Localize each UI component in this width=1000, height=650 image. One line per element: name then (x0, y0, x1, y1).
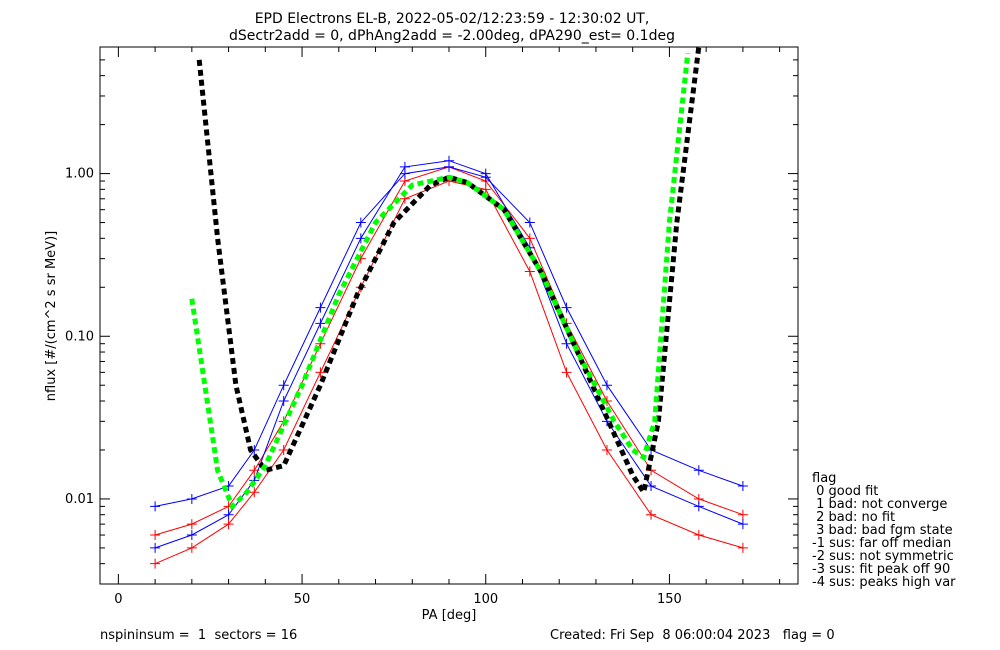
data-point-blue (693, 501, 704, 512)
x-tick-label: 150 (657, 592, 682, 607)
data-point-red (561, 367, 572, 378)
series-line-red (154, 166, 744, 536)
data-point-red (737, 509, 748, 520)
data-point-blue (646, 481, 657, 492)
legend-item: 1 bad: not converge (812, 497, 947, 512)
data-point-blue (315, 302, 326, 313)
data-point-blue (186, 493, 197, 504)
data-point-blue (355, 217, 366, 228)
legend-item: -2 sus: not symmetric (812, 549, 954, 564)
data-point-red (480, 184, 491, 195)
fit-curve-green (189, 52, 691, 511)
data-point-blue (223, 509, 234, 520)
legend-item: -4 sus: peaks high var (812, 575, 956, 590)
data-point-red (646, 509, 657, 520)
data-point-blue (150, 501, 161, 512)
x-tick-label: 100 (473, 592, 498, 607)
x-tick-label: 0 (114, 592, 122, 607)
data-point-blue (693, 465, 704, 476)
x-tick-label: 50 (294, 592, 311, 607)
x-axis-label: PA [deg] (422, 608, 477, 623)
data-point-red (150, 530, 161, 541)
data-point-red (315, 367, 326, 378)
data-point-blue (399, 168, 410, 179)
chart-title-line1: EPD Electrons EL-B, 2022-05-02/12:23:59 … (255, 11, 650, 27)
data-point-blue (150, 542, 161, 553)
y-tick-label: 0.10 (65, 329, 94, 344)
series-line-red (154, 180, 744, 565)
data-point-blue (444, 161, 454, 172)
y-tick-label: 1.00 (65, 167, 94, 182)
footer-created: Created: Fri Sep 8 06:00:04 2023 flag = … (550, 628, 835, 643)
data-point-blue (355, 233, 366, 244)
legend-item: 0 good fit (812, 484, 878, 499)
y-tick-label: 0.01 (65, 492, 94, 507)
data-point-red (524, 233, 535, 244)
chart-title-line2: dSectr2add = 0, dPhAng2add = -2.00deg, d… (229, 28, 675, 44)
data-point-blue (561, 302, 572, 313)
data-point-blue (524, 217, 535, 228)
data-point-blue (278, 395, 289, 406)
series-line-blue (154, 166, 744, 507)
data-point-blue (186, 530, 197, 541)
data-point-blue (278, 380, 289, 391)
legend-item: -1 sus: far off median (812, 536, 951, 551)
data-point-red (693, 530, 704, 541)
axes: 0 50 100 150 0.01 0.10 1.00 (65, 46, 798, 607)
series-line-blue (154, 160, 744, 549)
flag-legend: flag 0 good fit 1 bad: not converge 2 ba… (812, 471, 956, 590)
legend-title: flag (812, 471, 836, 486)
fit-curve-black (196, 47, 702, 499)
data-point-blue (561, 338, 572, 349)
data-point-blue (737, 481, 748, 492)
legend-item: 3 bad: bad fgm state (812, 523, 953, 538)
plot-area (150, 47, 748, 569)
data-point-red (150, 558, 161, 569)
legend-item: -3 sus: fit peak off 90 (812, 562, 950, 577)
data-point-red (278, 444, 289, 455)
footer-info: nspininsum = 1 sectors = 16 (100, 628, 297, 643)
data-point-blue (601, 380, 612, 391)
data-point-blue (315, 318, 326, 329)
data-point-red (524, 266, 535, 277)
data-point-blue (737, 519, 748, 530)
data-point-red (186, 542, 197, 553)
data-point-red (186, 519, 197, 530)
y-axis-label: nflux [#/(cm^2 s sr MeV)] (44, 231, 59, 401)
data-point-red (737, 542, 748, 553)
plot-frame (99, 46, 799, 585)
data-point-blue (480, 172, 491, 183)
legend-item: 2 bad: no fit (812, 510, 895, 525)
data-point-red (223, 519, 234, 530)
data-point-red (249, 487, 260, 498)
data-point-red (601, 444, 612, 455)
